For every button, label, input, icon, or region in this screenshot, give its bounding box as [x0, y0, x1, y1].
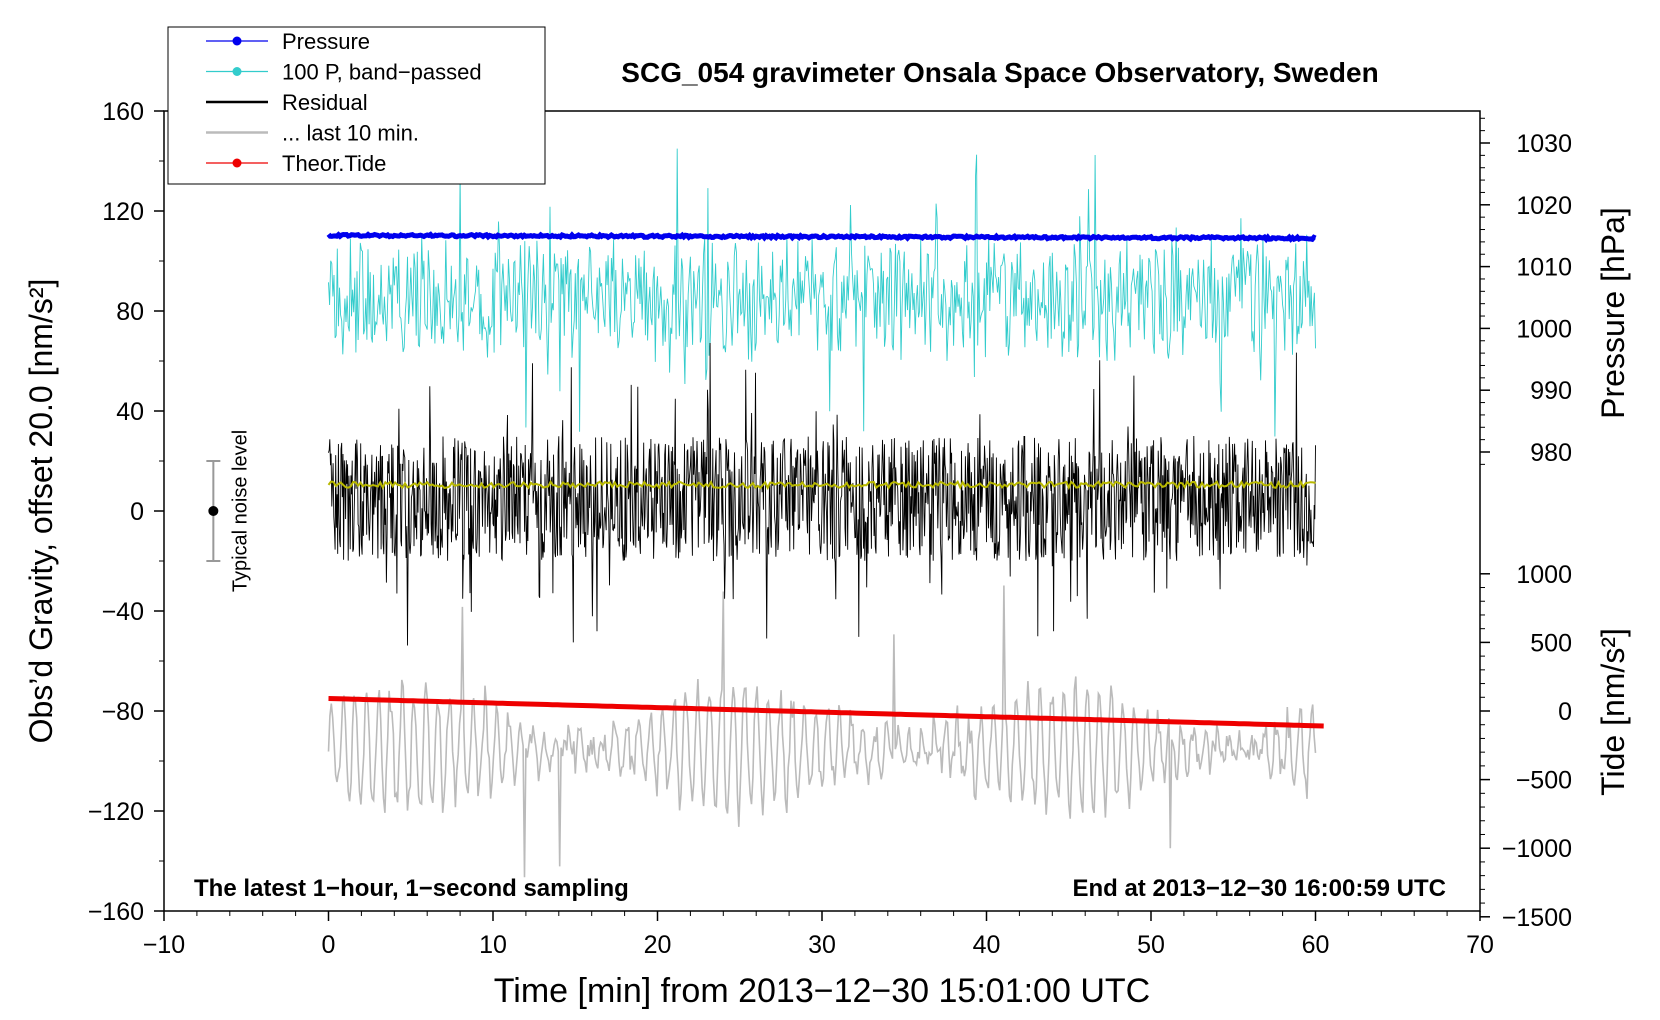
- legend-item: ... last 10 min.: [206, 121, 419, 146]
- legend-label: ... last 10 min.: [282, 121, 419, 146]
- x-tick-label: 20: [644, 931, 672, 959]
- y-tick-label: 40: [116, 398, 144, 426]
- residual-line: [328, 342, 1316, 646]
- legend-label: 100 P, band−passed: [282, 60, 482, 85]
- legend-marker: [232, 67, 242, 76]
- left-axis-label: Obs’d Gravity, offset 20.0 [nm/s²]: [23, 279, 59, 744]
- legend-label: Theor.Tide: [282, 151, 386, 176]
- x-axis-label: Time [min] from 2013−12−30 15:01:00 UTC: [494, 972, 1150, 1010]
- y-tick-label: 0: [130, 498, 144, 526]
- annotation-end-time: End at 2013−12−30 16:00:59 UTC: [1072, 875, 1446, 902]
- pressure-tick-label: 1020: [1516, 192, 1572, 220]
- legend-item: Residual: [206, 90, 368, 115]
- pressure-line: [326, 231, 1317, 244]
- pressure-tick-label: 990: [1530, 377, 1572, 405]
- annotation-sampling: The latest 1−hour, 1−second sampling: [194, 875, 629, 902]
- tide-tick-label: −1000: [1502, 835, 1572, 863]
- x-tick-label: 0: [322, 931, 336, 959]
- legend-marker: [232, 36, 242, 46]
- y-tick-label: −120: [88, 798, 144, 826]
- legend-label: Residual: [282, 90, 368, 115]
- noise-bar-label: Typical noise level: [229, 430, 251, 592]
- y-tick-label: −40: [102, 598, 144, 626]
- noise-bar-dot: [208, 506, 219, 516]
- y-tick-label: −80: [102, 698, 144, 726]
- y-tick-label: 80: [116, 298, 144, 326]
- legend-item: 100 P, band−passed: [206, 60, 482, 85]
- x-tick-label: 30: [808, 931, 836, 959]
- x-tick-label: 40: [973, 931, 1001, 959]
- tide-tick-label: 1000: [1516, 561, 1572, 589]
- pressure-tick-label: 1030: [1516, 130, 1572, 158]
- chart-title: SCG_054 gravimeter Onsala Space Observat…: [621, 57, 1378, 88]
- tide-tick-label: −500: [1516, 767, 1572, 795]
- y-tick-label: 160: [102, 98, 144, 126]
- y-tick-label: −160: [88, 898, 144, 926]
- legend-label: Pressure: [282, 29, 370, 54]
- tide-tick-label: 500: [1530, 629, 1572, 657]
- legend-item: Pressure: [206, 29, 370, 54]
- band-passed-pressure-line: [328, 148, 1316, 437]
- x-tick-label: 70: [1466, 931, 1494, 959]
- x-tick-label: 50: [1137, 931, 1165, 959]
- tide-tick-label: −1500: [1502, 904, 1572, 932]
- series-layer: [326, 148, 1324, 878]
- legend-item: Theor.Tide: [206, 151, 386, 176]
- last-10-min-line: [327, 585, 1317, 878]
- pressure-tick-label: 1000: [1516, 315, 1572, 343]
- legend-box: [167, 26, 546, 185]
- axes-layer: −10 0 10 20 30 40 50 60 70−160−120−80−4004080120…: [88, 98, 1572, 959]
- tide-tick-label: 0: [1558, 698, 1572, 726]
- smoothed-residual-line: [327, 479, 1316, 491]
- pressure-tick-label: 980: [1530, 439, 1572, 467]
- legend-marker: [232, 158, 242, 168]
- x-tick-label: −10: [143, 931, 185, 959]
- y-tick-label: 120: [102, 198, 144, 226]
- pressure-tick-label: 1010: [1516, 254, 1572, 282]
- theoretical-tide-line: [328, 696, 1324, 729]
- pressure-axis-label: Pressure [hPa]: [1595, 207, 1631, 419]
- x-tick-label: 60: [1302, 931, 1330, 959]
- tide-axis-label: Tide [nm/s²]: [1595, 628, 1631, 796]
- noise-bar: Typical noise level: [206, 430, 251, 592]
- legend: Pressure 100 P, band−passed Residual ... la…: [167, 26, 546, 185]
- x-tick-label: 10: [479, 931, 507, 959]
